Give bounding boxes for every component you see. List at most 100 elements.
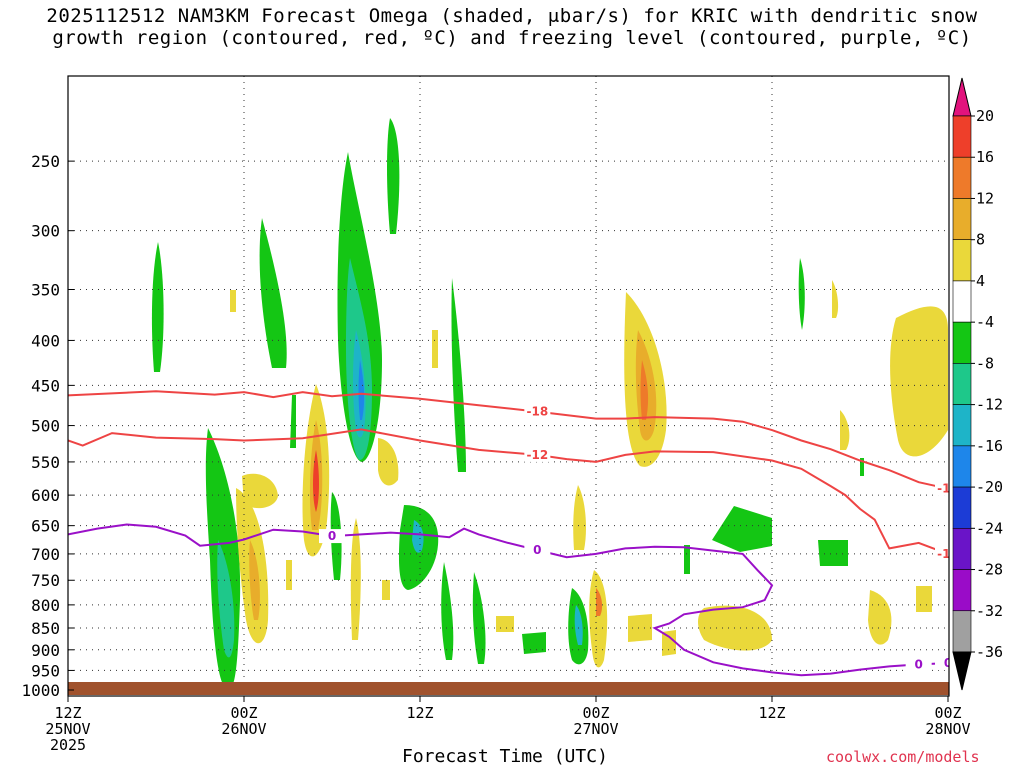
colorbar-bin — [952, 404, 972, 447]
x-tick-label: 12Z — [406, 704, 433, 722]
omega-region — [818, 540, 848, 566]
y-tick-label: 350 — [31, 280, 60, 299]
colorbar-bin — [952, 115, 972, 158]
omega-region — [840, 410, 850, 450]
contour-label-bg — [935, 546, 949, 561]
colorbar-label: 16 — [976, 148, 994, 166]
omega-region — [290, 395, 296, 448]
colorbar-label: -32 — [976, 602, 1003, 620]
colorbar-label: -20 — [976, 478, 1003, 496]
colorbar-label: -36 — [976, 643, 1003, 661]
x-tick-label: 12Z — [758, 704, 785, 722]
gridlines — [68, 76, 948, 696]
y-tick-label: 250 — [31, 152, 60, 171]
omega-region — [798, 258, 805, 330]
omega-region — [662, 630, 676, 656]
omega-region — [574, 605, 583, 645]
omega-region — [589, 570, 608, 668]
colorbar-bin — [952, 569, 972, 612]
contour-label-bg — [319, 529, 345, 544]
omega-region — [640, 360, 649, 420]
omega-shading — [151, 118, 948, 690]
y-tick-label: 500 — [31, 417, 60, 436]
contour-label: -18 — [937, 482, 959, 496]
omega-region — [712, 506, 772, 552]
contour-label-bg — [905, 657, 932, 672]
ground-terrain — [68, 682, 949, 695]
omega-region — [151, 242, 164, 372]
chart-title-line2: growth region (contoured, red, ºC) and f… — [52, 27, 972, 49]
colorbar-bin — [952, 363, 972, 405]
omega-region — [684, 545, 690, 574]
contour-label-bg — [524, 447, 551, 462]
omega-region — [441, 562, 454, 660]
omega-region — [916, 586, 932, 612]
y-tick-label: 600 — [31, 486, 60, 505]
y-tick-label: 950 — [31, 661, 60, 680]
omega-region — [451, 278, 466, 472]
y-tick-label: 300 — [31, 222, 60, 241]
colorbar-label: 20 — [976, 107, 994, 125]
omega-region — [259, 218, 287, 368]
omega-region — [596, 588, 603, 616]
colorbar-label: -4 — [976, 313, 994, 331]
y-tick-label: 800 — [31, 596, 60, 615]
y-tick-label: 400 — [31, 331, 60, 350]
omega-region — [628, 614, 652, 642]
colorbar-bin — [952, 321, 972, 364]
omega-region — [382, 580, 390, 600]
x-axis-title: Forecast Time (UTC) — [402, 746, 608, 767]
x-tick-label: 27NOV — [573, 720, 618, 738]
omega-region — [698, 605, 772, 651]
colorbar-bin — [952, 156, 972, 199]
contour-label: -12 — [526, 448, 548, 462]
y-tick-label: 900 — [31, 641, 60, 660]
colorbar-bin — [952, 486, 972, 529]
omega-region — [432, 330, 438, 368]
omega-region — [890, 306, 948, 457]
y-tick-label: 700 — [31, 545, 60, 564]
contour-label: 0 — [944, 656, 952, 670]
x-tick-label: 00Z — [582, 704, 609, 722]
contour-label: 0 — [533, 543, 541, 557]
omega-region — [496, 616, 514, 632]
colorbar-bin — [952, 528, 972, 570]
colorbar-bin — [952, 239, 972, 282]
colorbar-label: -24 — [976, 519, 1003, 537]
contour-label-bg — [935, 481, 949, 496]
y-tick-label: 650 — [31, 517, 60, 536]
omega-region — [522, 632, 546, 654]
y-axis: 250 300 350 400 450 500 550 600 650 700 750 800 850 9… — [21, 152, 74, 700]
x-tick-label: 26NOV — [221, 720, 266, 738]
x-tick-label: 28NOV — [925, 720, 970, 738]
colorbar-label: 12 — [976, 189, 994, 207]
omega-region — [313, 450, 319, 512]
contour-label: 0 — [328, 529, 336, 543]
x-tick-label: 25NOV — [45, 720, 90, 738]
omega-region — [286, 560, 292, 590]
colorbar-bin — [952, 445, 972, 488]
omega-region — [350, 518, 361, 640]
colorbar-label: -8 — [976, 354, 994, 372]
omega-region — [573, 485, 586, 550]
credit-text: coolwx.com/models — [826, 748, 980, 766]
colorbar-label: -12 — [976, 396, 1003, 414]
contour-label: -12 — [937, 547, 959, 561]
contour-line — [68, 428, 949, 555]
colorbar-label: -16 — [976, 437, 1003, 455]
omega-region — [230, 290, 236, 312]
omega-region — [378, 438, 399, 486]
colorbar: 20 16 12 8 4 -4 -8 -12 -16 -20 -24 -28 -32 -36 — [952, 77, 1003, 691]
omega-region — [358, 360, 365, 420]
omega-region — [868, 590, 892, 645]
colorbar-label: 8 — [976, 231, 985, 249]
contour-label: -18 — [526, 405, 548, 419]
y-tick-label: 750 — [31, 571, 60, 590]
colorbar-label: -28 — [976, 561, 1003, 579]
x-tick-label: 12Z — [54, 704, 81, 722]
x-tick-label: 2025 — [50, 736, 86, 754]
contour-label-bg — [524, 543, 551, 558]
y-tick-label: 850 — [31, 619, 60, 638]
